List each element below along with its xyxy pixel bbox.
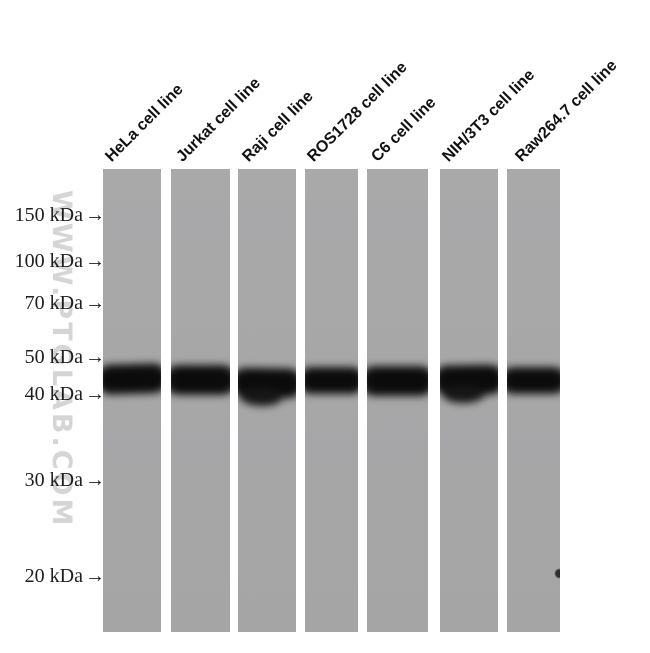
right-arrow-icon: → <box>85 383 105 405</box>
protein-band <box>440 364 498 396</box>
protein-band <box>367 366 428 396</box>
protein-band <box>305 367 358 394</box>
marker-kda-text: 20 kDa <box>24 565 83 587</box>
gel-lane <box>507 169 560 632</box>
marker-label: 100 kDa → <box>0 248 105 274</box>
gel-lane <box>103 169 161 632</box>
right-arrow-icon: → <box>85 250 105 272</box>
marker-label: 50 kDa → <box>0 344 105 370</box>
watermark-text: WWW.PTGLAB.COM <box>46 190 77 529</box>
marker-kda-text: 50 kDa <box>24 346 83 368</box>
marker-kda-text: 100 kDa <box>14 250 83 272</box>
marker-kda-text: 30 kDa <box>24 469 83 491</box>
gel-lane <box>305 169 358 632</box>
marker-label: 40 kDa → <box>0 381 105 407</box>
protein-band <box>103 363 161 395</box>
protein-band <box>238 367 296 399</box>
artifact-speck <box>555 569 560 578</box>
marker-label: 150 kDa → <box>0 202 105 228</box>
marker-label: 70 kDa → <box>0 290 105 316</box>
marker-label: 20 kDa → <box>0 563 105 589</box>
protein-band <box>171 365 230 395</box>
gel-lane <box>171 169 230 632</box>
marker-kda-text: 40 kDa <box>24 383 83 405</box>
marker-label: 30 kDa → <box>0 467 105 493</box>
marker-kda-text: 150 kDa <box>14 204 83 226</box>
right-arrow-icon: → <box>85 469 105 491</box>
gel-lane <box>238 169 296 632</box>
gel-lane <box>440 169 498 632</box>
right-arrow-icon: → <box>85 204 105 226</box>
gel-lane <box>367 169 428 632</box>
marker-kda-text: 70 kDa <box>24 292 83 314</box>
protein-band <box>507 367 560 394</box>
right-arrow-icon: → <box>85 346 105 368</box>
right-arrow-icon: → <box>85 565 105 587</box>
right-arrow-icon: → <box>85 292 105 314</box>
lane-label-text: C6 cell line <box>368 94 440 166</box>
